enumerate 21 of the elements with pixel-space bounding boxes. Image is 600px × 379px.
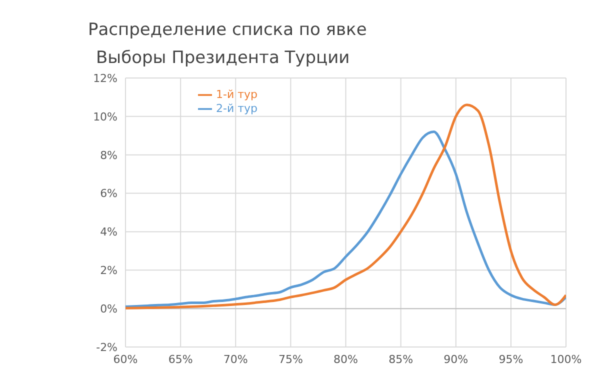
x-tick-label: 90% [444, 352, 468, 366]
y-tick-label: 12% [93, 72, 118, 85]
y-tick-label: -2% [96, 340, 118, 354]
x-tick-label: 65% [168, 352, 193, 366]
x-tick-label: 60% [113, 352, 138, 366]
legend-label: 2-й тур [216, 102, 258, 116]
x-tick-label: 100% [550, 352, 582, 366]
legend-label: 1-й тур [216, 88, 258, 102]
y-tick-label: 6% [100, 187, 118, 200]
x-tick-label: 85% [388, 352, 414, 366]
y-tick-label: 8% [100, 148, 118, 162]
y-tick-label: 4% [100, 226, 118, 239]
x-tick-label: 75% [278, 352, 303, 366]
y-tick-label: 10% [93, 110, 118, 124]
x-tick-label: 70% [223, 352, 248, 366]
chart-subtitle: Выборы Президента Турции [95, 47, 351, 70]
chart-title: Распределение списка по явке [88, 19, 367, 42]
y-tick-label: 2% [100, 264, 118, 278]
y-tick-label: 0% [100, 302, 118, 316]
x-tick-label: 80% [334, 352, 358, 366]
x-tick-label: 95% [498, 352, 524, 366]
